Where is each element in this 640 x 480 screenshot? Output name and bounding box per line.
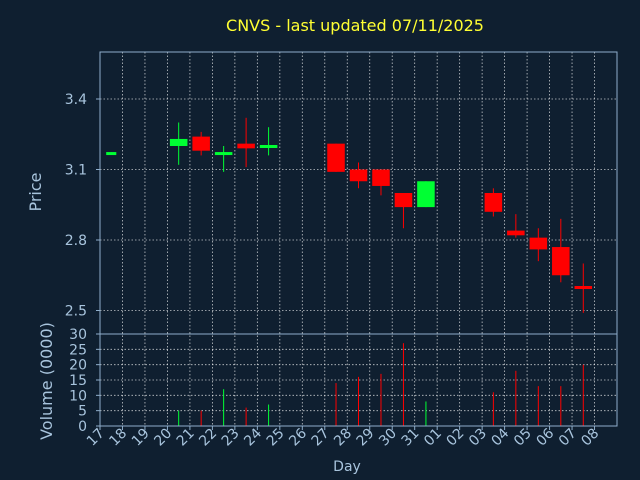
candle-body-27 — [327, 143, 345, 172]
day-tick-label: 30 — [376, 426, 400, 450]
day-tick-label: 08 — [578, 426, 602, 450]
price-tick-label: 3.4 — [65, 92, 87, 108]
price-tick-label: 2.8 — [65, 233, 87, 249]
candle-body-20 — [169, 138, 188, 146]
candle-body-05 — [529, 237, 548, 250]
candle-body-17 — [106, 152, 117, 156]
volume-tick-label: 15 — [69, 373, 87, 389]
day-tick-label: 04 — [489, 425, 513, 449]
candle-body-28 — [349, 169, 368, 182]
day-tick-label: 29 — [354, 426, 378, 450]
day-tick-label: 01 — [421, 426, 445, 450]
candle-body-30 — [394, 193, 413, 208]
marks-layer — [106, 117, 593, 426]
day-tick-label: 23 — [219, 426, 243, 450]
day-tick-label: 18 — [106, 426, 130, 450]
candle-body-31 — [417, 181, 435, 208]
volume-tick-label: 10 — [69, 388, 87, 404]
day-tick-label: 07 — [556, 426, 580, 450]
day-tick-label: 17 — [84, 426, 108, 450]
volume-tick-label: 25 — [69, 342, 87, 358]
day-tick-label: 20 — [151, 426, 175, 450]
day-tick-label: 06 — [533, 425, 557, 449]
day-tick-label: 19 — [129, 426, 153, 450]
candle-body-24 — [259, 145, 278, 148]
volume-tick-label: 20 — [69, 358, 87, 374]
candle-body-03 — [484, 193, 503, 212]
volume-tick-label: 30 — [69, 327, 87, 343]
day-tick-label: 03 — [466, 426, 490, 450]
volume-axis-label: Volume (0000) — [37, 322, 56, 440]
day-tick-label: 28 — [331, 426, 355, 450]
volume-tick-label: 0 — [78, 419, 87, 435]
day-tick-label: 24 — [241, 425, 265, 449]
day-axis-label: Day — [333, 459, 361, 475]
price-tick-label: 2.5 — [65, 304, 87, 320]
day-tick-label: 21 — [174, 426, 198, 450]
price-tick-label: 3.1 — [65, 163, 87, 179]
grid-layer — [100, 52, 617, 426]
chart-title: CNVS - last updated 07/11/2025 — [226, 16, 484, 35]
day-tick-label: 22 — [196, 426, 220, 450]
frame-layer — [96, 51, 618, 430]
volume-tick-label: 5 — [78, 404, 87, 420]
day-tick-label: 26 — [286, 425, 310, 449]
day-tick-label: 02 — [444, 426, 468, 450]
day-tick-label: 27 — [309, 426, 333, 450]
day-tick-label: 05 — [511, 426, 535, 450]
candle-body-23 — [237, 143, 255, 149]
price-plot-frame — [99, 51, 618, 335]
candle-body-06 — [552, 247, 570, 276]
day-tick-label: 25 — [264, 426, 288, 450]
candle-body-21 — [192, 136, 210, 151]
candle-body-29 — [372, 169, 390, 186]
price-axis-label: Price — [26, 172, 45, 211]
day-tick-label: 31 — [399, 426, 423, 450]
candle-body-07 — [574, 286, 593, 289]
candle-body-04 — [507, 230, 525, 236]
candle-body-22 — [214, 152, 233, 156]
